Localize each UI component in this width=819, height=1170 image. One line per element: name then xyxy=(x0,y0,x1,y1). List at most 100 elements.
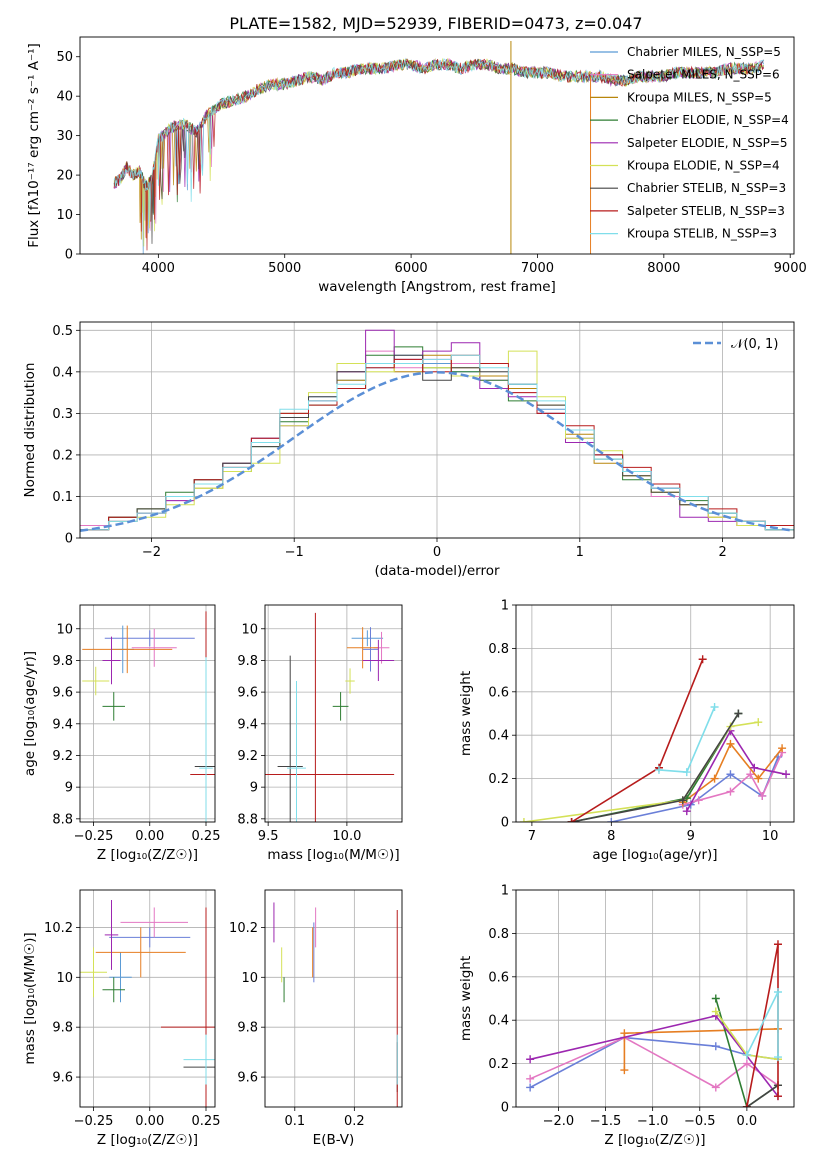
data-point-marker xyxy=(682,768,691,777)
x-tick-label: 1 xyxy=(576,545,584,560)
axes-frame xyxy=(79,889,216,1108)
plot-area xyxy=(113,40,765,254)
y-tick-label: 10 xyxy=(56,971,73,986)
x-tick-label: 7000 xyxy=(521,261,554,276)
x-axis-label: age [log₁₀(age/yr)] xyxy=(592,847,717,863)
y-tick-label: 9.8 xyxy=(237,654,258,669)
data-point-marker xyxy=(742,1050,751,1059)
data-point-marker xyxy=(726,739,735,748)
y-tick-label: 9.8 xyxy=(52,1021,73,1036)
x-tick-label: −1.0 xyxy=(637,1114,669,1129)
y-tick-label: 10 xyxy=(56,622,73,637)
axes-frame xyxy=(264,889,403,1108)
data-point-marker xyxy=(654,765,663,774)
y-tick-label: 9.6 xyxy=(52,686,73,701)
x-tick-label: −0.25 xyxy=(74,1114,114,1129)
x-tick-label: 0.0 xyxy=(737,1114,758,1129)
data-point-marker xyxy=(773,940,782,949)
mass-weight-line xyxy=(682,752,783,806)
data-point-marker xyxy=(526,1055,535,1064)
data-point-marker xyxy=(758,791,767,800)
y-tick-label: 10 xyxy=(241,622,258,637)
y-tick-label: 0.4 xyxy=(52,365,73,380)
y-axis-label: mass weight xyxy=(458,671,474,756)
data-point-marker xyxy=(710,774,719,783)
normal-reference-curve xyxy=(80,371,794,532)
data-point-marker xyxy=(710,702,719,711)
data-point-marker xyxy=(742,1059,751,1068)
x-tick-label: 2 xyxy=(718,545,726,560)
x-axis-label: E(B-V) xyxy=(313,1132,355,1148)
data-point-marker xyxy=(734,709,743,718)
x-axis-label: wavelength [Angstrom, rest frame] xyxy=(318,279,556,295)
y-tick-label: 20 xyxy=(56,169,73,184)
plot-area xyxy=(519,655,791,822)
data-point-marker xyxy=(750,763,759,772)
y-axis-label: mass weight xyxy=(458,956,474,1041)
y-tick-label: 9.2 xyxy=(52,749,73,764)
x-axis-label: Z [log₁₀(Z/Z☉)] xyxy=(604,1132,705,1148)
x-tick-label: 0.2 xyxy=(344,1114,365,1129)
y-tick-label: 9 xyxy=(65,781,73,796)
data-point-marker xyxy=(678,796,687,805)
axes-frame xyxy=(515,889,795,1108)
plot-area xyxy=(265,612,395,822)
y-tick-label: 0.4 xyxy=(488,729,509,744)
x-tick-label: −0.25 xyxy=(74,829,114,844)
x-axis-label: Z [log₁₀(Z/Z☉)] xyxy=(97,847,198,863)
data-point-marker xyxy=(773,1053,782,1062)
y-tick-label: 0 xyxy=(65,248,73,263)
x-tick-label: 0.00 xyxy=(135,829,164,844)
y-tick-label: 9.6 xyxy=(237,1071,258,1086)
x-tick-label: 9.5 xyxy=(258,829,279,844)
x-tick-label: 8000 xyxy=(647,261,680,276)
data-point-marker xyxy=(726,770,735,779)
data-point-marker xyxy=(711,1007,720,1016)
data-point-marker xyxy=(746,770,755,779)
panel-age_vs_mass: 9.5 10.0 8.8 9 9.2 9.4 9.6 9.8 10 mass [log₁₀(M/M… xyxy=(237,604,403,863)
x-tick-label: 0 xyxy=(433,545,441,560)
data-point-marker xyxy=(682,807,691,816)
spectrum-series-line xyxy=(113,58,764,221)
axes-frame xyxy=(79,321,795,539)
x-tick-label: 7 xyxy=(528,829,536,844)
data-point-marker xyxy=(526,1074,535,1083)
legend-label: Kroupa STELIB, N_SSP=3 xyxy=(627,227,777,241)
data-point-marker xyxy=(742,1103,751,1107)
mass-weight-line xyxy=(746,991,779,1058)
data-point-marker xyxy=(698,655,707,664)
y-tick-label: 0.4 xyxy=(488,1014,509,1029)
y-tick-label: 0 xyxy=(501,1101,509,1116)
plot-area xyxy=(273,902,398,1107)
data-point-marker xyxy=(519,818,528,822)
x-tick-label: 0.1 xyxy=(284,1114,305,1129)
mass-weight-line xyxy=(746,1084,779,1107)
y-axis-label: Normed distribution xyxy=(22,363,38,498)
y-tick-label: 0.5 xyxy=(52,324,73,339)
x-tick-label: 0.00 xyxy=(135,1114,164,1129)
x-tick-label: −2.0 xyxy=(543,1114,575,1129)
legend-label: Chabrier STELIB, N_SSP=3 xyxy=(627,181,786,195)
plot-area xyxy=(82,611,215,822)
data-point-marker xyxy=(754,774,763,783)
y-tick-label: 8.8 xyxy=(52,812,73,827)
x-tick-label: 8 xyxy=(607,829,615,844)
y-tick-label: 10 xyxy=(241,971,258,986)
legend-label: Chabrier MILES, N_SSP=5 xyxy=(627,45,781,59)
x-axis-label: Z [log₁₀(Z/Z☉)] xyxy=(97,1132,198,1148)
y-tick-label: 9.4 xyxy=(237,717,258,732)
y-tick-label: 0.8 xyxy=(488,927,509,942)
axes-frame xyxy=(515,604,795,823)
mass-weight-line xyxy=(682,742,783,804)
x-tick-label: 10.0 xyxy=(332,829,361,844)
data-point-marker xyxy=(773,1092,782,1101)
y-tick-label: 9 xyxy=(250,781,258,796)
legend-label: Salpeter MILES, N_SSP=6 xyxy=(627,68,780,82)
axes-frame xyxy=(79,604,216,823)
x-tick-label: −2 xyxy=(142,545,161,560)
y-tick-label: 9.8 xyxy=(237,1021,258,1036)
x-tick-label: 0.25 xyxy=(192,1114,221,1129)
data-point-marker xyxy=(607,818,616,822)
legend-label: Chabrier ELODIE, N_SSP=4 xyxy=(627,113,789,127)
data-point-marker xyxy=(567,818,576,822)
